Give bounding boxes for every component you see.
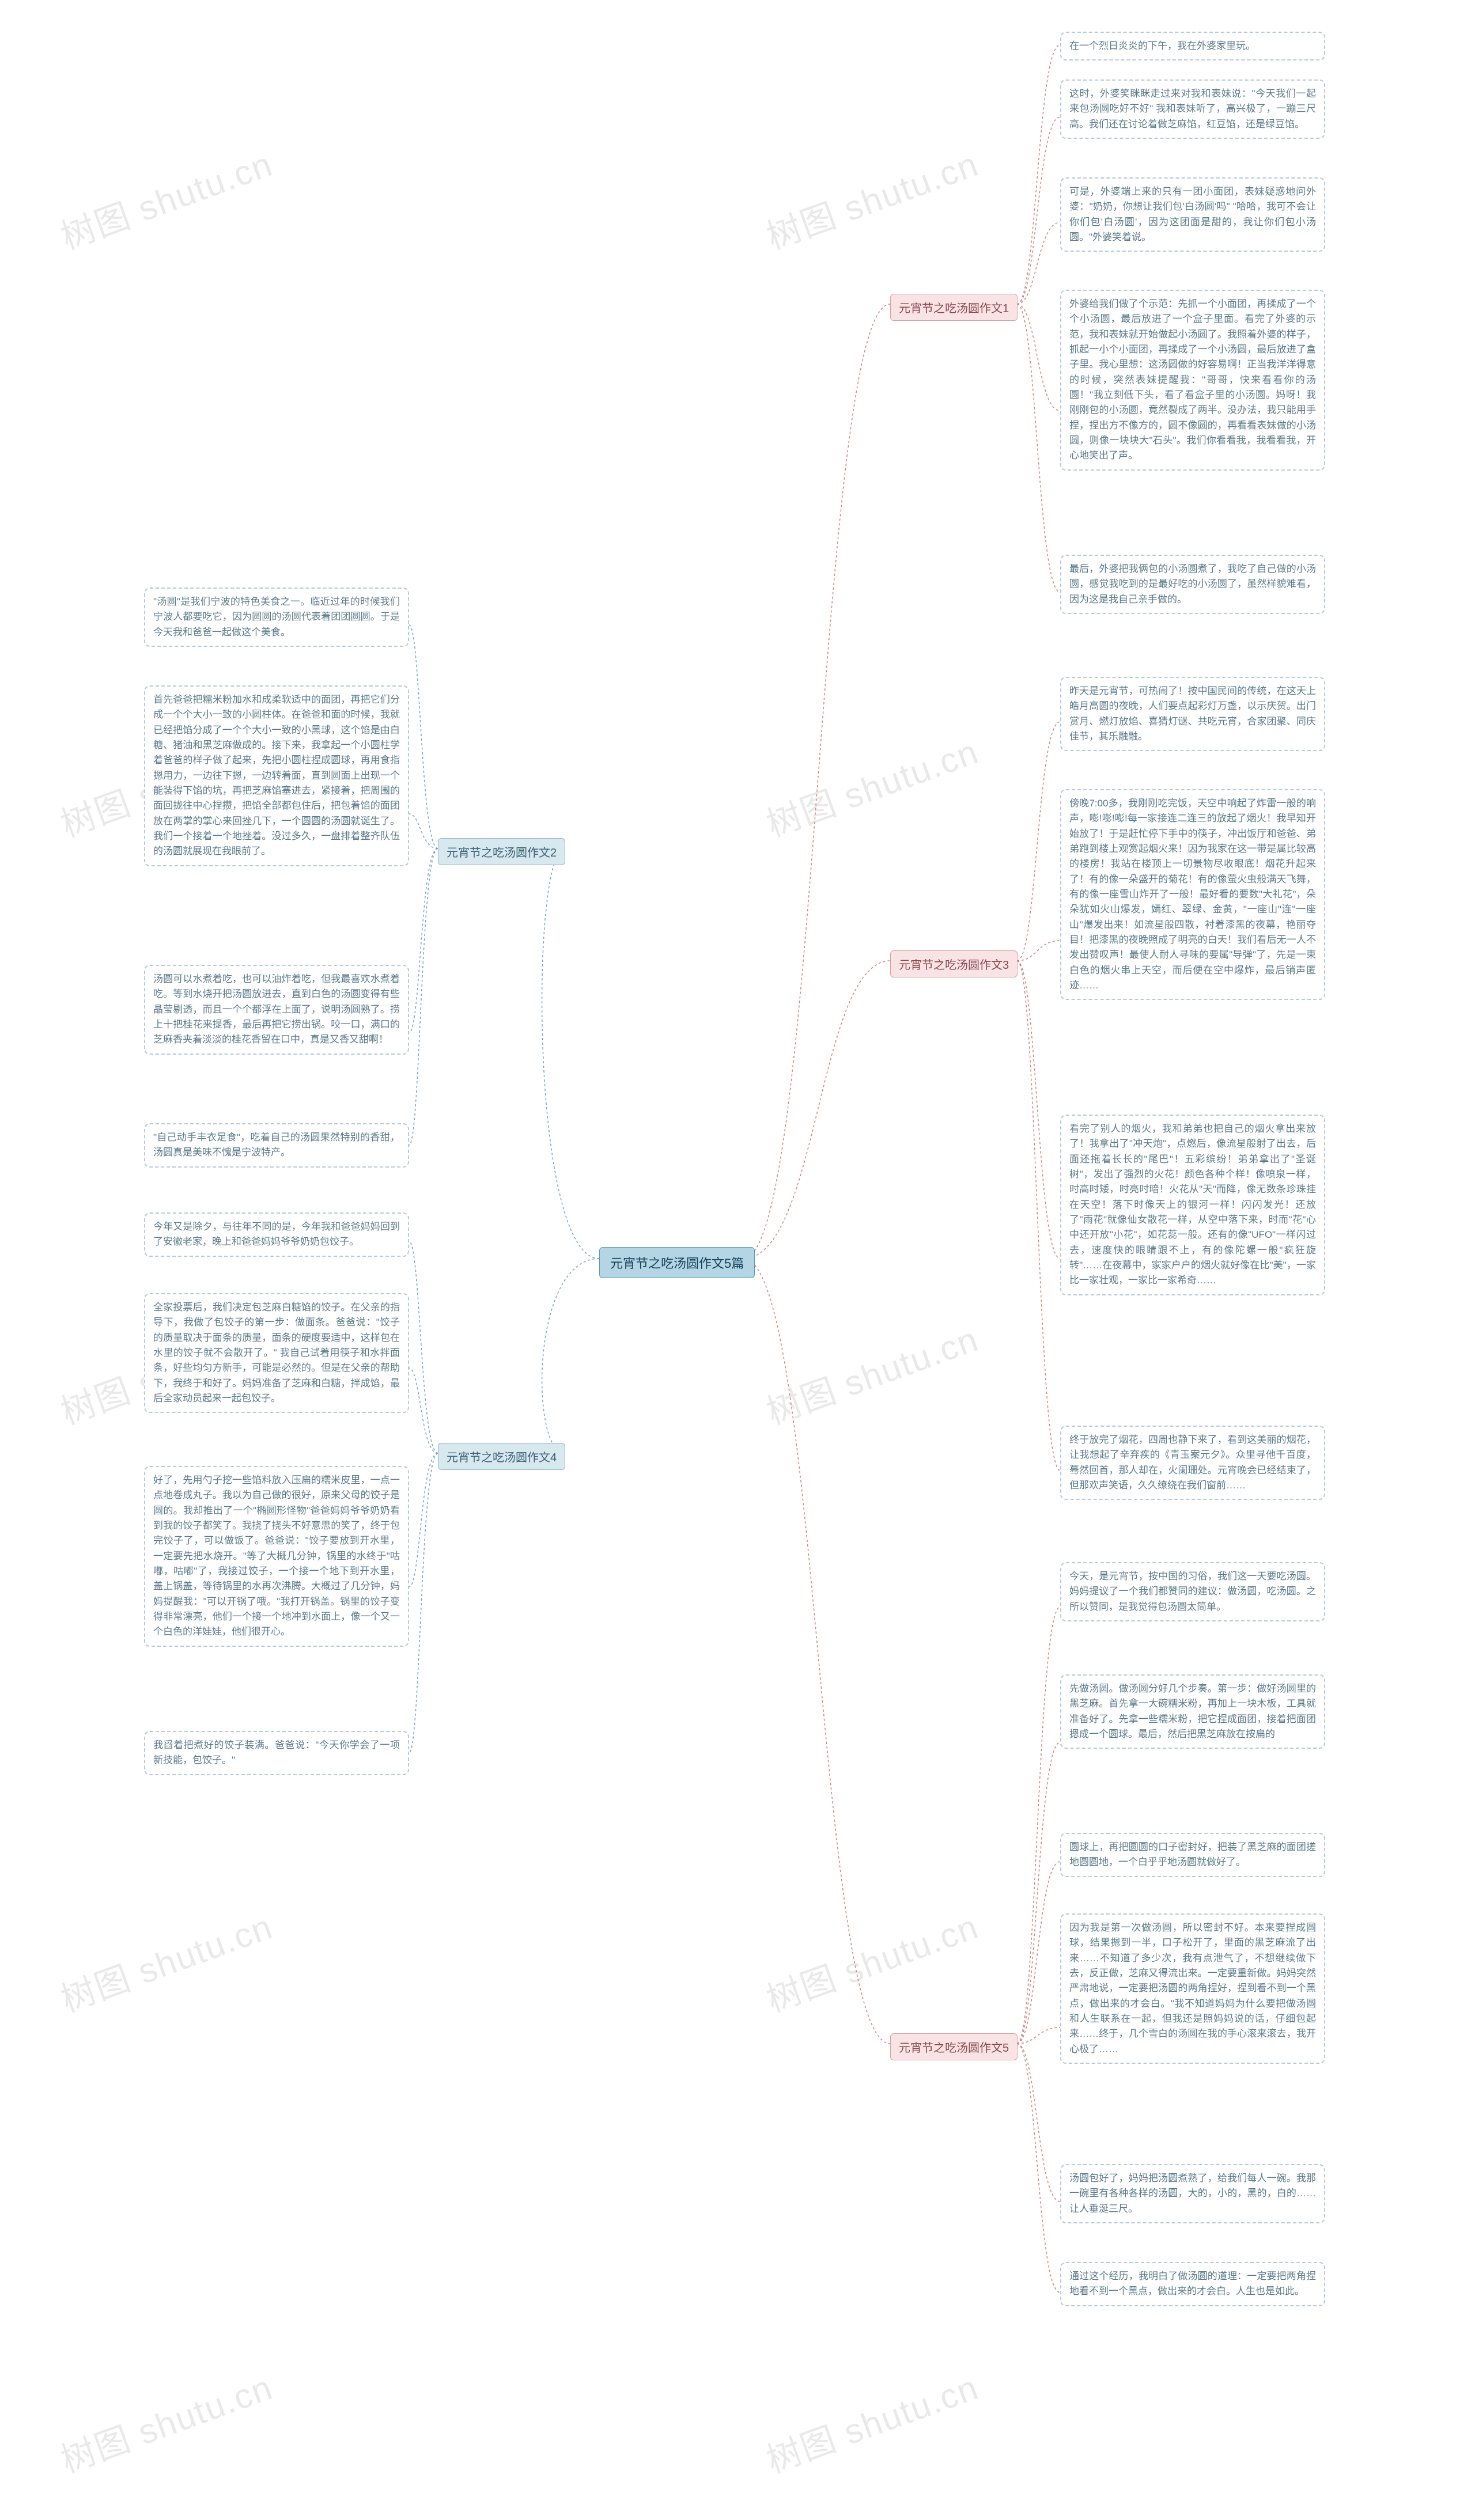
watermark: 树图 shutu.cn xyxy=(759,137,985,260)
leaf-s3-1: 傍晚7:00多，我刚刚吃完饭，天空中响起了炸雷一般的响声，嘭!嘭!嘭!每一家接连… xyxy=(1060,789,1325,1000)
leaf-s4-1: 全家投票后，我们决定包芝麻白糖馅的饺子。在父亲的指导下，我做了包饺子的第一步：做… xyxy=(144,1293,409,1413)
leaf-s1-2: 可是，外婆端上来的只有一团小面团，表妹疑惑地问外婆："奶奶，你想让我们包'白汤圆… xyxy=(1060,177,1325,252)
leaf-s3-3: 终于放完了烟花，四周也静下来了，看到这美丽的烟花，让我想起了辛弃疾的《青玉案元夕… xyxy=(1060,1426,1325,1500)
section-4: 元宵节之吃汤圆作文4 xyxy=(438,1443,565,1470)
leaf-s4-0: 今年又是除夕，与往年不同的是，今年我和爸爸妈妈回到了安徽老家，晚上和爸爸妈妈爷爷… xyxy=(144,1212,409,1257)
leaf-s2-3: "自己动手丰衣足食"，吃着自己的汤圆果然特别的香甜，汤圆真是美味不愧是宁波特产。 xyxy=(144,1123,409,1168)
leaf-s1-1: 这时，外婆笑眯眯走过来对我和表妹说："今天我们一起来包汤圆吃好不好" 我和表妹听… xyxy=(1060,79,1325,139)
leaf-s2-1: 首先爸爸把糯米粉加水和成柔软适中的面团，再把它们分成一个个大小一致的小圆柱体。在… xyxy=(144,685,409,866)
leaf-s5-1: 先做汤圆。做汤圆分好几个步奏。第一步：做好汤圆里的黑芝麻。首先拿一大碗糯米粉，再… xyxy=(1060,1674,1325,1749)
watermark: 树图 shutu.cn xyxy=(53,2360,279,2483)
leaf-s4-3: 我舀着把煮好的饺子装满。爸爸说："今天你学会了一项新技能，包饺子。" xyxy=(144,1731,409,1775)
section-1: 元宵节之吃汤圆作文1 xyxy=(890,294,1018,321)
watermark: 树图 shutu.cn xyxy=(759,1899,985,2022)
leaf-s5-0: 今天，是元宵节，按中国的习俗，我们这一天要吃汤圆。妈妈提议了一个我们都赞同的建议… xyxy=(1060,1562,1325,1621)
section-2: 元宵节之吃汤圆作文2 xyxy=(438,838,565,865)
watermark: 树图 shutu.cn xyxy=(53,1899,279,2022)
leaf-s1-4: 最后，外婆把我俩包的小汤圆煮了，我吃了自己做的小汤圆，感觉我吃到的是最好吃的小汤… xyxy=(1060,555,1325,614)
leaf-s5-5: 通过这个经历，我明白了做汤圆的道理：一定要把两角捏地看不到一个黑点，做出来的才会… xyxy=(1060,2262,1325,2306)
leaf-s5-3: 因为我是第一次做汤圆，所以密封不好。本来要捏成圆球，结果摁到一半，口子松开了，里… xyxy=(1060,1913,1325,2064)
watermark: 树图 shutu.cn xyxy=(759,1312,985,1435)
leaf-s3-2: 看完了别人的烟火，我和弟弟也把自己的烟火拿出来放了！我拿出了"冲天炮"，点燃后，… xyxy=(1060,1115,1325,1295)
leaf-s2-2: 汤圆可以水煮着吃，也可以油炸着吃，但我最喜欢水煮着吃。等到水烧开把汤圆放进去，直… xyxy=(144,965,409,1055)
leaf-s2-0: "汤圆"是我们宁波的特色美食之一。临近过年的时候我们宁波人都要吃它，因为圆圆的汤… xyxy=(144,588,409,647)
leaf-s5-2: 圆球上，再把圆圆的口子密封好，把装了黑芝麻的面团搓地圆圆地，一个白乎乎地汤圆就做… xyxy=(1060,1833,1325,1877)
root-node: 元宵节之吃汤圆作文5篇 xyxy=(599,1247,755,1278)
leaf-s1-0: 在一个烈日炎炎的下午，我在外婆家里玩。 xyxy=(1060,32,1325,60)
leaf-s1-3: 外婆给我们做了个示范：先抓一个小面团，再揉成了一个个小汤圆，最后放进了一个盒子里… xyxy=(1060,290,1325,471)
watermark: 树图 shutu.cn xyxy=(53,137,279,260)
leaf-s3-0: 昨天是元宵节，可热闹了！按中国民间的传统，在这天上皓月高圆的夜晚，人们要点起彩灯… xyxy=(1060,677,1325,751)
watermark: 树图 shutu.cn xyxy=(759,2360,985,2483)
section-5: 元宵节之吃汤圆作文5 xyxy=(890,2033,1018,2060)
leaf-s5-4: 汤圆包好了，妈妈把汤圆煮熟了，给我们每人一碗。我那一碗里有各种各样的汤圆，大的，… xyxy=(1060,2164,1325,2223)
leaf-s4-2: 好了，先用勺子挖一些馅料放入压扁的糯米皮里，一点一点地卷成丸子。我以为自己做的很… xyxy=(144,1466,409,1647)
canvas: 树图 shutu.cn 树图 shutu.cn 树图 shutu.cn 树图 s… xyxy=(0,0,1475,2520)
watermark: 树图 shutu.cn xyxy=(759,724,985,847)
section-3: 元宵节之吃汤圆作文3 xyxy=(890,950,1018,977)
